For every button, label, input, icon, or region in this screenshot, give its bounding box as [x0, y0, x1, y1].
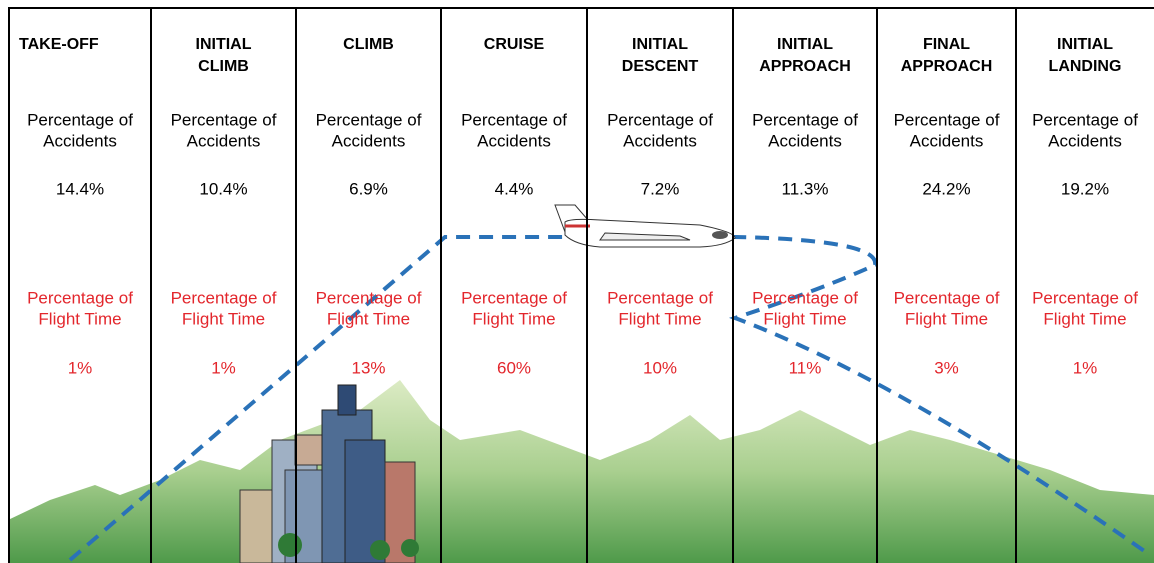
phase-name: INITIAL [632, 36, 688, 53]
phase-name: FINAL [923, 36, 970, 53]
phase-name: CLIMB [198, 58, 249, 75]
flight-time-label: Percentage of [1032, 288, 1138, 307]
flight-time-label: Percentage of [607, 288, 713, 307]
flight-time-value: 10% [643, 358, 677, 377]
accidents-label: Percentage of [1032, 110, 1138, 129]
accidents-label: Percentage of [752, 110, 858, 129]
phase-name: INITIAL [196, 36, 252, 53]
accidents-label: Percentage of [171, 110, 277, 129]
accidents-label: Accidents [1048, 131, 1122, 150]
phase-name: DESCENT [622, 58, 699, 75]
accidents-value: 11.3% [782, 179, 829, 198]
accidents-value: 14.4% [56, 179, 104, 198]
accidents-value: 19.2% [1061, 179, 1109, 198]
accidents-value: 6.9% [349, 179, 388, 198]
accidents-label: Accidents [768, 131, 842, 150]
flight-time-value: 1% [68, 358, 93, 377]
flight-time-label: Percentage of [171, 288, 277, 307]
phase-name: TAKE-OFF [19, 36, 99, 53]
accidents-label: Percentage of [894, 110, 1000, 129]
accidents-value: 4.4% [495, 179, 534, 198]
flight-time-label: Flight Time [905, 309, 988, 328]
airplane [555, 205, 735, 247]
flight-time-value: 13% [351, 358, 385, 377]
flight-time-value: 3% [934, 358, 959, 377]
accidents-label: Accidents [43, 131, 117, 150]
flight-time-label: Flight Time [327, 309, 410, 328]
flight-time-label: Percentage of [27, 288, 133, 307]
accidents-value: 7.2% [641, 179, 680, 198]
flight-time-label: Percentage of [752, 288, 858, 307]
phase-name: CRUISE [484, 36, 545, 53]
accidents-label: Accidents [623, 131, 697, 150]
flight-time-label: Flight Time [1043, 309, 1126, 328]
accidents-label: Accidents [477, 131, 551, 150]
phase-name: APPROACH [759, 58, 851, 75]
accidents-label: Percentage of [316, 110, 422, 129]
mountains [8, 380, 1154, 563]
flight-time-label: Percentage of [894, 288, 1000, 307]
accidents-value: 10.4% [199, 179, 247, 198]
page: TAKE-OFF Percentage of Accidents 14.4% Perce… [0, 0, 1154, 563]
flight-time-value: 60% [497, 358, 531, 377]
flight-time-label: Flight Time [618, 309, 701, 328]
flight-time-label: Flight Time [38, 309, 121, 328]
accidents-label: Percentage of [461, 110, 567, 129]
flight-time-value: 1% [1073, 358, 1098, 377]
phase-name: APPROACH [901, 58, 993, 75]
phase-name: INITIAL [1057, 36, 1113, 53]
phase-name: CLIMB [343, 36, 394, 53]
diagram: TAKE-OFF Percentage of Accidents 14.4% Perce… [0, 0, 1154, 563]
accidents-value: 24.2% [922, 179, 970, 198]
accidents-label: Accidents [910, 131, 984, 150]
accidents-label: Percentage of [27, 110, 133, 129]
flight-time-label: Percentage of [316, 288, 422, 307]
flight-time-value: 1% [211, 358, 236, 377]
flight-time-label: Flight Time [182, 309, 265, 328]
accidents-label: Accidents [332, 131, 406, 150]
flight-time-label: Flight Time [763, 309, 846, 328]
accidents-label: Accidents [187, 131, 261, 150]
flight-time-label: Percentage of [461, 288, 567, 307]
phase-name: INITIAL [777, 36, 833, 53]
flight-time-label: Flight Time [472, 309, 555, 328]
accidents-label: Percentage of [607, 110, 713, 129]
flight-time-value: 11% [789, 358, 822, 377]
phase-name: LANDING [1049, 58, 1122, 75]
